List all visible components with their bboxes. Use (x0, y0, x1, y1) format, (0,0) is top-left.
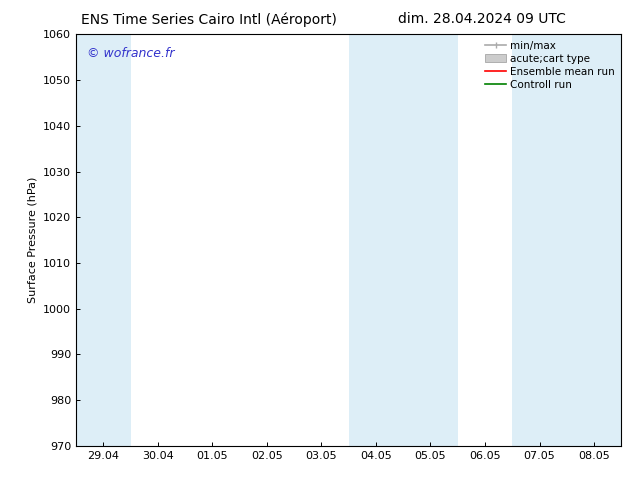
Legend: min/max, acute;cart type, Ensemble mean run, Controll run: min/max, acute;cart type, Ensemble mean … (481, 36, 619, 94)
Text: ENS Time Series Cairo Intl (Aéroport): ENS Time Series Cairo Intl (Aéroport) (81, 12, 337, 27)
Bar (512, 34, 621, 446)
Y-axis label: Surface Pressure (hPa): Surface Pressure (hPa) (27, 177, 37, 303)
Text: dim. 28.04.2024 09 UTC: dim. 28.04.2024 09 UTC (398, 12, 566, 26)
Text: © wofrance.fr: © wofrance.fr (87, 47, 174, 60)
Bar (76, 34, 131, 446)
Bar (349, 34, 458, 446)
